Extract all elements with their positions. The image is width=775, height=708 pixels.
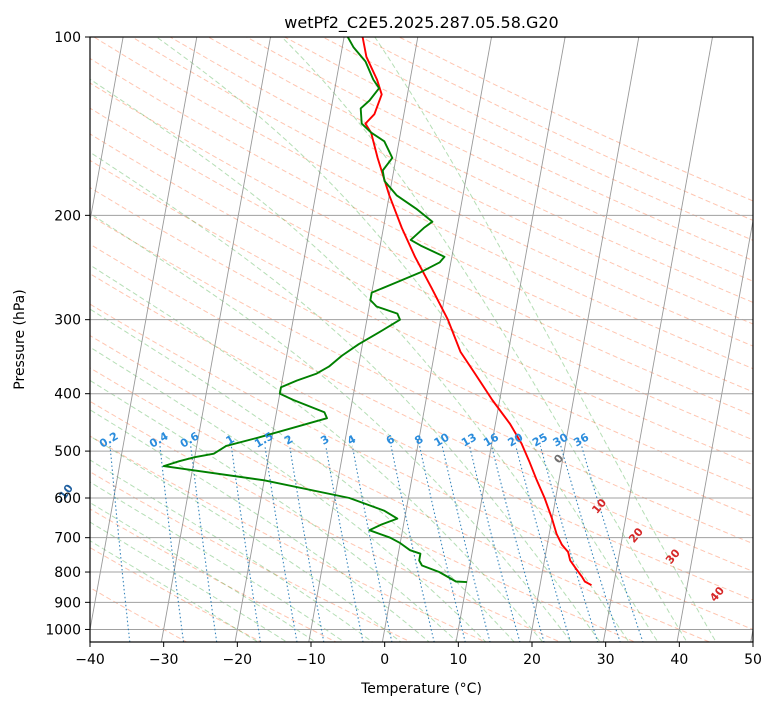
isotherm-line xyxy=(90,37,198,633)
dry-adiabat-line xyxy=(90,546,263,642)
mixing-ratio-line xyxy=(325,445,364,642)
isotherm-line xyxy=(602,37,713,642)
y-tick-label: 400 xyxy=(54,387,81,403)
dry-adiabat-line xyxy=(90,367,637,642)
x-tick-label: 40 xyxy=(670,652,688,668)
moist-adiabat-line xyxy=(90,409,430,642)
isotherm-line xyxy=(234,37,345,642)
plot-frame xyxy=(89,36,754,643)
x-tick-label: 10 xyxy=(449,652,467,668)
dry-adiabat-line xyxy=(90,303,753,630)
plot-background xyxy=(90,37,753,642)
x-tick-label: 50 xyxy=(744,652,762,668)
dry-adiabat-line xyxy=(90,400,562,642)
isotherm-line xyxy=(381,37,492,642)
x-axis-label: Temperature (°C) xyxy=(360,681,482,697)
y-tick-label: 800 xyxy=(54,565,81,581)
chart-title: wetPf2_C2E5.2025.287.05.58.G20 xyxy=(284,13,558,33)
dry-adiabat-line xyxy=(90,214,753,545)
x-tick-label: −40 xyxy=(75,652,105,668)
mixing-ratio-line xyxy=(109,445,131,642)
y-axis-label: Pressure (hPa) xyxy=(12,289,28,389)
y-tick-label: 100 xyxy=(54,30,81,46)
x-tick-label: 30 xyxy=(597,652,615,668)
isotherm-line xyxy=(90,37,124,224)
dry-adiabat-line xyxy=(90,587,188,642)
moist-adiabat-line xyxy=(281,37,688,642)
x-tick-label: 20 xyxy=(523,652,541,668)
y-tick-label: 900 xyxy=(54,595,81,611)
mixing-ratio-line xyxy=(419,445,466,642)
dry-adiabat-line xyxy=(90,471,412,642)
series-group xyxy=(162,37,592,587)
dry-adiabat-line xyxy=(90,435,487,642)
x-tick-label: −10 xyxy=(296,652,326,668)
mixing-ratio-line xyxy=(581,445,644,642)
mixing-ratio-line xyxy=(190,445,218,642)
dry-adiabat-line xyxy=(90,334,711,642)
temperature-profile-line xyxy=(361,37,592,587)
isotherm-line xyxy=(308,37,419,642)
dry-adiabat-line xyxy=(90,273,753,601)
y-tick-label: 500 xyxy=(54,444,81,460)
mixing-ratio-line xyxy=(468,445,521,642)
mixing-ratio-line xyxy=(230,445,262,642)
x-tick-label: 0 xyxy=(380,652,389,668)
moist-adiabat-line xyxy=(90,346,487,642)
isotherm-line xyxy=(529,37,640,642)
mixing-ratio-line xyxy=(491,445,545,642)
axes-group: −40 −30 −20 −10 0 10 20 30 40 50 100 200 300 400 500 60… xyxy=(45,30,762,668)
y-tick-label: 600 xyxy=(54,491,81,507)
moist-adiabat-line xyxy=(90,540,259,642)
dry-adiabat-line xyxy=(90,243,753,572)
isotherm-line xyxy=(676,218,753,642)
mixing-ratio-line xyxy=(441,445,491,642)
mixing-ratio-line xyxy=(351,445,393,642)
x-tick-label: −30 xyxy=(149,652,179,668)
isotherm-line xyxy=(160,37,271,642)
y-tick-label: 700 xyxy=(54,531,81,547)
y-tick-label: 300 xyxy=(54,313,81,329)
mixing-ratio-line xyxy=(289,445,325,642)
mixing-ratio-line xyxy=(159,445,185,642)
y-tick-label: 200 xyxy=(54,208,81,224)
mixing-ratio-line xyxy=(264,445,298,642)
y-tick-label: 1000 xyxy=(45,622,81,638)
dewpoint-profile-line xyxy=(162,37,467,584)
isotherm-line xyxy=(455,37,566,642)
x-tick-label: −20 xyxy=(223,652,253,668)
